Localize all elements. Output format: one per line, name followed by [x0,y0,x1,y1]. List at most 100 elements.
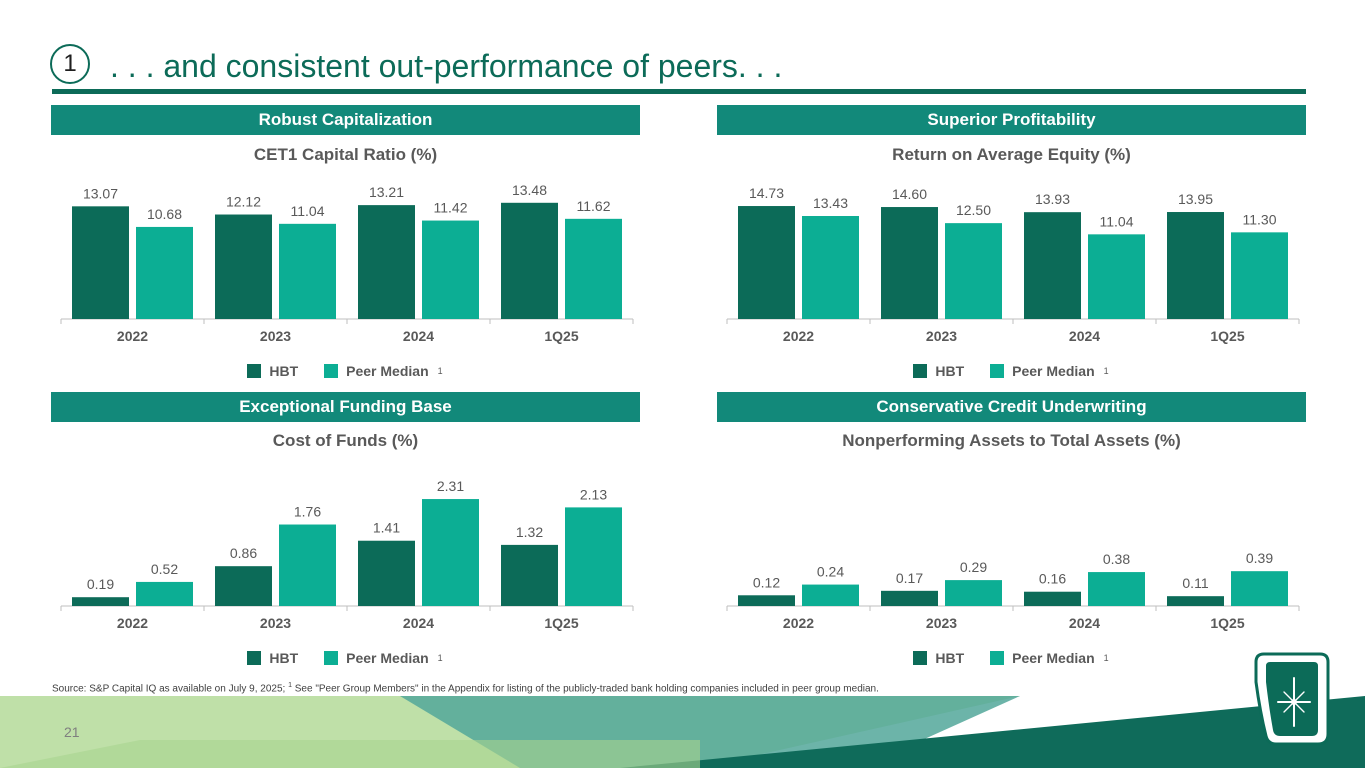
bar-hbt-2024 [1024,212,1081,319]
legend-item-peer: Peer Median 1 [324,363,443,379]
data-label-hbt-2022: 14.73 [749,185,784,201]
data-label-hbt-2023: 12.12 [226,194,261,210]
data-label-hbt-1q25: 13.95 [1178,191,1213,207]
bar-peer-median-2023 [279,524,336,606]
data-label-hbt-2022: 13.07 [83,185,118,201]
chart-cost-of-funds: 0.19 0.52 2022 0.86 1.76 2023 1.41 2.31 2024 1.32… [60,478,634,631]
chart-title-cost-of-funds: Cost of Funds (%) [272,431,419,450]
legend-label-hbt: HBT [935,650,965,666]
bar-hbt-1q25 [501,544,558,606]
source-footnote: Source: S&P Capital IQ as available on J… [52,682,879,694]
legend-item-hbt: HBT [247,363,298,379]
bar-hbt-1q25 [1167,596,1224,606]
bar-hbt-2022 [72,206,129,319]
data-label-hbt-2022: 0.19 [87,576,114,592]
data-label-peer-median-2023: 1.76 [294,504,321,520]
bar-hbt-2022 [738,206,795,319]
chart-nonperforming-assets: 0.12 0.24 2022 0.17 0.29 2023 0.16 0.38 2024 0.11… [726,550,1300,631]
data-label-hbt-2024: 0.16 [1039,571,1066,587]
data-label-peer-median-2022: 10.68 [147,206,182,222]
data-label-peer-median-1q25: 11.30 [1243,211,1277,227]
footnote-prefix: Source: S&P Capital IQ as available on J… [52,683,289,695]
legend-label-peer: Peer Median [346,363,429,379]
category-label-2022: 2022 [117,615,148,631]
data-label-hbt-1q25: 0.11 [1182,575,1208,591]
legend-swatch-peer [990,651,1005,665]
category-label-2024: 2024 [1069,328,1100,344]
bar-hbt-2023 [881,590,938,606]
legend-swatch-peer [324,651,339,665]
data-label-hbt-2022: 0.12 [753,574,780,590]
category-label-2023: 2023 [260,328,291,344]
bar-hbt-2022 [738,595,795,606]
data-label-hbt-2023: 0.86 [230,545,257,561]
data-label-hbt-1q25: 13.48 [512,182,547,198]
legend-footnote-mark: 1 [1103,366,1109,376]
section-number-badge: 1 [50,44,90,84]
legend-swatch-hbt [913,651,928,665]
category-label-1q25: 1Q25 [1210,615,1244,631]
legend-superior-profitability: HBT Peer Median 1 [717,361,1305,381]
data-label-peer-median-2023: 0.29 [960,559,987,575]
data-label-hbt-2024: 13.93 [1035,191,1070,207]
data-label-peer-median-2022: 13.43 [813,195,848,211]
bar-peer-median-1q25 [1231,232,1288,319]
bar-hbt-2023 [215,566,272,606]
category-label-2023: 2023 [926,328,957,344]
bar-peer-median-2024 [422,220,479,319]
legend-item-hbt: HBT [913,650,964,666]
legend-footnote-mark: 1 [437,366,443,376]
category-label-2024: 2024 [403,615,434,631]
legend-label-peer: Peer Median [1012,363,1095,379]
data-label-peer-median-1q25: 11.62 [577,198,611,214]
data-label-peer-median-2024: 0.38 [1103,551,1130,567]
band-conservative-credit-underwriting: Conservative Credit Underwriting [717,392,1306,422]
bar-peer-median-2023 [279,223,336,319]
band-superior-profitability: Superior Profitability [717,105,1306,135]
bar-peer-median-1q25 [565,507,622,606]
legend-label-hbt: HBT [269,650,299,666]
legend-conservative-credit-underwriting: HBT Peer Median 1 [717,648,1305,668]
bar-hbt-2024 [358,205,415,319]
data-label-peer-median-2024: 11.42 [434,200,468,216]
page-title: . . . and consistent out-performance of … [110,48,783,84]
footnote-suffix: See "Peer Group Members" in the Appendix… [291,683,879,695]
category-label-2022: 2022 [783,328,814,344]
page-number: 21 [64,724,80,740]
legend-footnote-mark: 1 [437,653,443,663]
bar-peer-median-1q25 [1231,571,1288,606]
bar-hbt-1q25 [1167,212,1224,319]
legend-swatch-hbt [247,364,262,378]
bar-hbt-2023 [215,214,272,319]
chart-cet1-capital-ratio: 13.07 10.68 2022 12.12 11.04 2023 13.21 11.42 20… [60,182,634,344]
bar-peer-median-2024 [1088,572,1145,606]
bar-hbt-1q25 [501,202,558,319]
bar-hbt-2023 [881,207,938,319]
data-label-peer-median-2024: 2.31 [437,478,464,494]
category-label-2023: 2023 [260,615,291,631]
legend-item-peer: Peer Median 1 [990,650,1109,666]
bar-peer-median-2024 [422,499,479,606]
data-label-peer-median-2024: 11.04 [1100,213,1134,229]
chart-return-on-average-equity: 14.73 13.43 2022 14.60 12.50 2023 13.93 11.04 20… [726,185,1300,344]
legend-swatch-hbt [247,651,262,665]
bar-peer-median-2024 [1088,234,1145,319]
category-label-1q25: 1Q25 [544,615,578,631]
data-label-peer-median-2023: 11.04 [291,203,325,219]
data-label-hbt-1q25: 1.32 [516,524,543,540]
legend-label-peer: Peer Median [1012,650,1095,666]
legend-item-hbt: HBT [247,650,298,666]
legend-footnote-mark: 1 [1103,653,1109,663]
data-label-peer-median-1q25: 2.13 [580,486,607,502]
bar-peer-median-2023 [945,223,1002,319]
band-exceptional-funding-base: Exceptional Funding Base [51,392,640,422]
category-label-1q25: 1Q25 [1210,328,1244,344]
data-label-peer-median-2022: 0.24 [817,564,844,580]
bar-peer-median-2022 [136,226,193,319]
legend-label-hbt: HBT [269,363,299,379]
category-label-2024: 2024 [1069,615,1100,631]
legend-swatch-peer [324,364,339,378]
legend-swatch-peer [990,364,1005,378]
bar-hbt-2024 [1024,591,1081,606]
